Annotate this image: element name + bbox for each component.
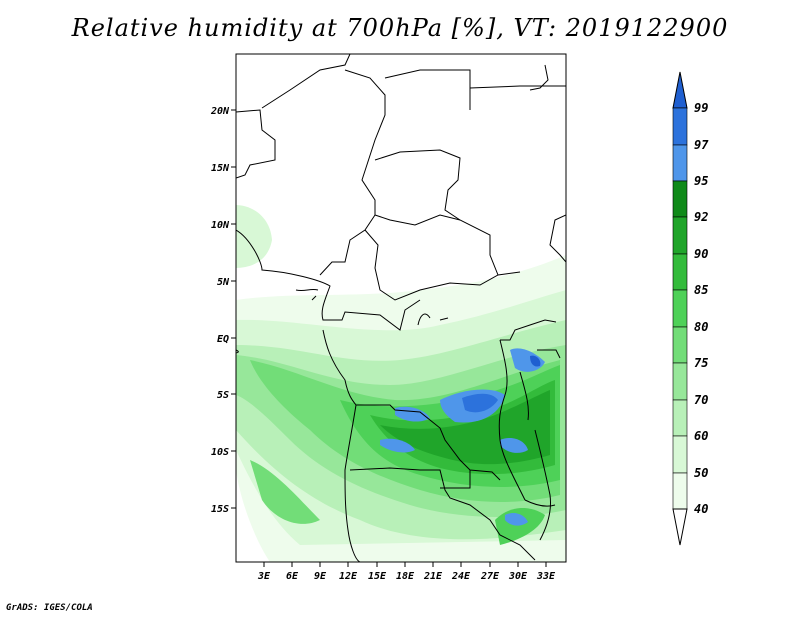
colorbar-label-40: 40: [694, 502, 708, 516]
colorbar-segment-90: [672, 253, 688, 291]
lon-label-30e: 30E: [508, 571, 528, 582]
lon-label-3e: 3E: [257, 571, 271, 582]
colorbar-segment-99: [672, 107, 688, 146]
humidity-region-95-d: [380, 438, 415, 453]
humidity-region-95-e: [500, 438, 528, 453]
lon-label-6e: 6E: [286, 571, 299, 582]
colorbar-segment-85: [672, 289, 688, 328]
lon-label-12e: 12E: [339, 571, 358, 582]
colorbar-label-75: 75: [694, 356, 708, 370]
longitude-axis: 3E 6E 9E 12E 15E 18E 21E 24E 27E 30E 33E: [257, 562, 556, 582]
lon-label-24e: 24E: [451, 571, 471, 582]
latitude-axis: 20N 15N 10N 5N EQ 5S 10S 15S: [210, 106, 236, 515]
lat-label-5s: 5S: [217, 390, 229, 401]
lon-label-21e: 21E: [423, 571, 443, 582]
humidity-region-97: [462, 393, 498, 413]
humidity-region-95-f: [505, 512, 528, 526]
lat-label-10s: 10S: [211, 447, 229, 458]
lat-label-10n: 10N: [211, 220, 230, 231]
colorbar-label-99: 99: [694, 101, 708, 115]
map-title: Relative humidity at 700hPa [%], VT: 201…: [71, 14, 729, 42]
colorbar-segment-80: [672, 326, 688, 364]
colorbar-segment-92: [672, 216, 688, 255]
lon-label-9e: 9E: [314, 571, 327, 582]
colorbar-label-90: 90: [694, 247, 708, 261]
colorbar-label-97: 97: [694, 138, 709, 152]
humidity-region-40-north: [236, 205, 272, 268]
colorbar-segment-50: [672, 472, 688, 510]
colorbar-label-60: 60: [694, 429, 708, 443]
lat-label-15s: 15S: [211, 504, 229, 515]
colorbar-segment-95: [672, 180, 688, 218]
colorbar-segment-97: [672, 144, 688, 182]
lon-label-33e: 33E: [536, 571, 556, 582]
colorbar-top-arrow: [672, 71, 688, 109]
lon-label-15e: 15E: [368, 571, 387, 582]
lon-label-27e: 27E: [480, 571, 500, 582]
colorbar: 99 97 95 92 90 85 80 75 70 60 50 40: [672, 71, 709, 546]
lat-label-eq: EQ: [217, 334, 229, 345]
colorbar-label-80: 80: [694, 320, 708, 334]
lat-label-5n: 5N: [217, 277, 230, 288]
colorbar-segment-60: [672, 435, 688, 474]
colorbar-label-70: 70: [694, 393, 708, 407]
colorbar-segment-75: [672, 362, 688, 401]
grads-credit: GrADS: IGES/COLA: [6, 603, 93, 613]
lat-label-15n: 15N: [211, 163, 230, 174]
colorbar-label-85: 85: [694, 283, 708, 297]
lat-label-20n: 20N: [210, 106, 230, 117]
colorbar-label-92: 92: [694, 210, 708, 224]
colorbar-bottom-arrow: [672, 508, 688, 546]
humidity-field: [236, 54, 566, 562]
colorbar-segment-70: [672, 399, 688, 437]
country-borders: [236, 54, 566, 562]
humidity-region-99: [530, 355, 541, 367]
colorbar-label-95: 95: [694, 174, 708, 188]
map-frame: [235, 53, 567, 563]
humidity-region-southwest: [250, 460, 320, 524]
lon-label-18e: 18E: [396, 571, 415, 582]
colorbar-label-50: 50: [694, 466, 708, 480]
